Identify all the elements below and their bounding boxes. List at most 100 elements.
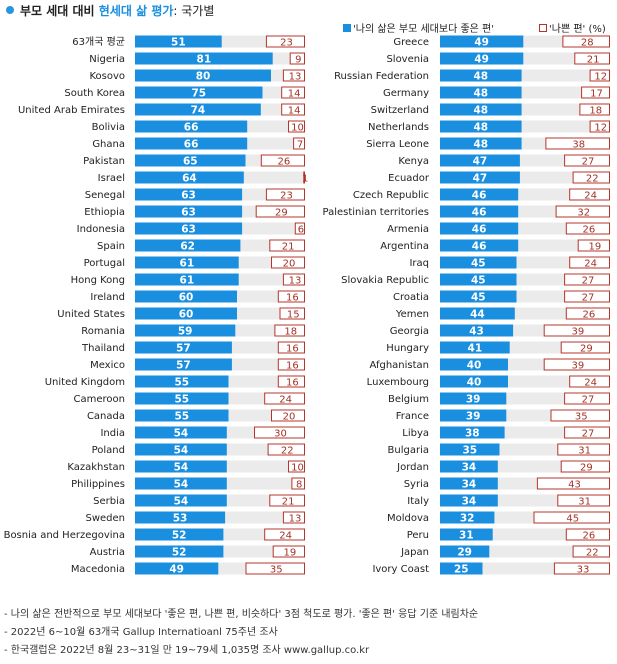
bad-value-label: 39 [571,361,584,372]
bad-value-label: 45 [566,514,579,525]
category-label: Afghanistan [369,360,429,371]
good-value-label: 80 [196,71,211,83]
bad-bar [545,137,611,150]
good-value-label: 54 [174,479,189,491]
bad-bar [269,239,305,252]
good-value-label: 46 [472,190,487,202]
good-value-label: 46 [472,224,487,236]
category-label: Macedonia [71,564,125,575]
category-label: Switzerland [371,105,429,116]
category-label: India [100,428,125,439]
category-label: Yemen [395,309,429,320]
good-value-label: 49 [474,37,489,49]
bad-bar [274,324,305,337]
bad-value-label: 12 [594,123,607,134]
good-bar [440,137,522,150]
footnote-1: - 나의 삶은 전반적으로 부모 세대보다 '좋은 편, 나쁜 편, 비슷하다'… [4,609,479,620]
bad-value-label: 7 [297,140,303,151]
bad-value-label: 27 [582,293,595,304]
chart-title: 부모 세대 대비 현세대 삶 평가: 국가별 [6,2,214,19]
bad-bar [579,103,611,116]
bad-value-label: 27 [582,395,595,406]
category-label: Iraq [409,258,429,269]
bad-bar [260,154,305,167]
bad-bar [589,69,610,82]
category-label: United Arab Emirates [18,105,125,116]
good-value-label: 61 [180,275,195,287]
category-label: Moldova [387,513,429,524]
good-bar [135,562,219,575]
category-label: 63개국 평균 [72,36,125,48]
bad-value-label: 32 [577,208,590,219]
category-label: Spain [97,241,125,252]
good-bar [440,171,520,184]
footnote-2: - 2022년 6~10월 63개국 Gallup Internatioanl … [4,627,278,638]
category-label: Canada [87,411,125,422]
bad-value-label: 27 [582,429,595,440]
bad-bar [279,307,305,320]
good-bar [135,307,237,320]
bad-value-label: 16 [286,344,299,355]
bad-bar [543,324,611,337]
bad-bar [288,120,305,133]
good-bar [440,460,498,473]
bad-value-label: 26 [278,157,291,168]
category-label: United Kingdom [45,377,125,388]
good-value-label: 31 [459,530,474,542]
bad-bar [564,290,610,303]
bad-value-label: 12 [594,72,607,83]
good-value-label: 45 [471,258,486,270]
category-label: Indonesia [77,224,125,235]
category-label: Bulgaria [388,445,429,456]
bad-value-label: 26 [583,310,596,321]
bad-bar [569,375,611,388]
bad-bar [282,69,305,82]
category-label: Italy [407,496,429,507]
good-value-label: 34 [462,462,477,474]
bad-value-label: 21 [282,242,295,253]
good-bar [440,545,490,558]
good-bar [440,511,495,524]
bad-value-label: 24 [279,531,292,542]
bad-value-label: 21 [282,497,295,508]
legend-good-swatch [343,24,351,32]
legend-bad-swatch [539,24,547,32]
bad-value-label: 43 [568,480,581,491]
bad-value-label: 24 [584,191,597,202]
good-bar [440,239,519,252]
category-label: Netherlands [368,122,429,133]
category-label: Ireland [90,292,125,303]
bad-bar [572,545,610,558]
good-bar [440,290,517,303]
bad-bar [553,562,611,575]
bad-bar [269,494,305,507]
bad-bar [572,171,610,184]
category-label: Belgium [388,394,429,405]
good-bar [135,290,237,303]
bad-bar [271,256,305,269]
category-label: Nigeria [89,54,125,65]
good-bar [135,358,232,371]
good-bar [135,409,229,422]
bad-value-label: 16 [286,378,299,389]
good-bar [440,273,517,286]
bad-bar [264,392,306,405]
good-bar [135,443,227,456]
category-label: Kenya [398,156,429,167]
good-bar [135,137,248,150]
category-label: Peru [407,530,429,541]
good-value-label: 63 [181,224,196,236]
bad-value-label: 15 [287,310,300,321]
legend-good-label: '나의 삶은 부모 세대보다 좋은 편' [353,24,494,35]
good-value-label: 55 [174,394,189,406]
good-value-label: 49 [474,54,489,66]
bad-bar [277,358,305,371]
good-value-label: 40 [467,377,482,389]
bad-bar [293,137,306,150]
bad-value-label: 14 [288,106,301,117]
category-label: South Korea [64,88,125,99]
bad-bar [254,426,305,439]
good-bar [135,171,244,184]
good-bar [135,188,243,201]
good-value-label: 60 [179,309,194,321]
